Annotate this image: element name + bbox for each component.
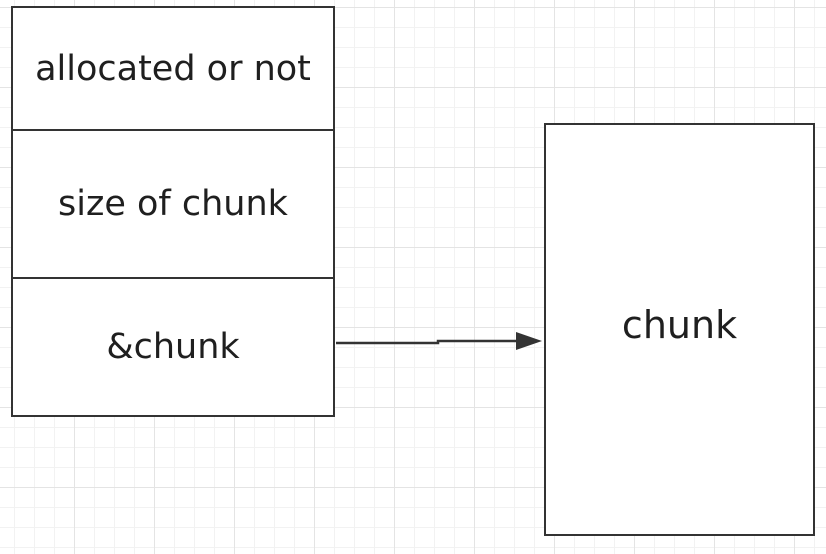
- field-allocated-label: allocated or not: [35, 48, 311, 89]
- field-allocated: allocated or not: [13, 8, 333, 131]
- field-size-label: size of chunk: [58, 184, 288, 224]
- chunk-box: chunk: [544, 123, 815, 536]
- pointer-arrow-line: [336, 339, 522, 345]
- field-size: size of chunk: [13, 131, 333, 279]
- struct-box: allocated or not size of chunk &chunk: [11, 6, 335, 417]
- chunk-label: chunk: [621, 302, 738, 347]
- field-pointer-label: &chunk: [106, 327, 240, 367]
- pointer-arrowhead: [516, 332, 542, 350]
- field-pointer: &chunk: [13, 279, 333, 415]
